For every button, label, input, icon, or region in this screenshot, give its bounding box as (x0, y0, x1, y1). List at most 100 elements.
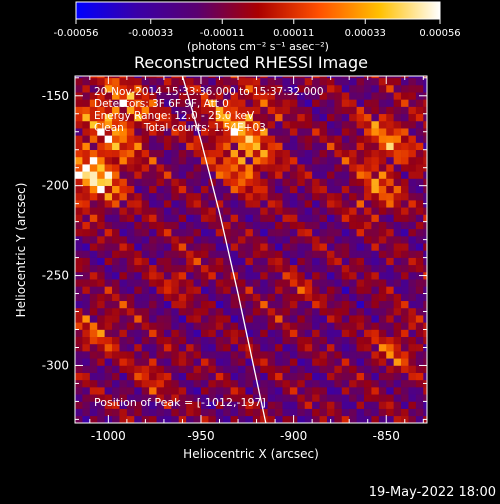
heatmap-cell (326, 279, 335, 287)
heatmap-cell (275, 207, 283, 215)
heatmap-cell (223, 221, 231, 230)
heatmap-cell (163, 178, 172, 186)
heatmap-cell (326, 149, 335, 158)
heatmap-cell (245, 192, 254, 201)
heatmap-cell (126, 307, 135, 316)
heatmap-cell (223, 164, 231, 172)
heatmap-cell (319, 322, 328, 330)
heatmap-cell (223, 99, 231, 107)
heatmap-cell (163, 128, 172, 136)
heatmap-cell (408, 207, 417, 215)
heatmap-cell (408, 135, 417, 143)
heatmap-cell (89, 365, 98, 373)
heatmap-cell (134, 106, 142, 115)
heatmap-cell (393, 128, 402, 136)
heatmap-cell (356, 329, 365, 337)
heatmap-cell (141, 358, 150, 366)
heatmap-cell (393, 236, 402, 244)
heatmap-cell (230, 293, 239, 302)
heatmap-cell (356, 336, 365, 345)
heatmap-cell (119, 128, 128, 136)
heatmap-cell (119, 293, 128, 302)
heatmap-cell (238, 207, 246, 215)
heatmap-cell (97, 128, 105, 136)
heatmap-cell (186, 77, 194, 86)
heatmap-cell (75, 365, 83, 373)
heatmap-cell (149, 358, 157, 366)
heatmap-cell (415, 307, 424, 316)
heatmap-cell (282, 415, 291, 423)
heatmap-cell (401, 358, 409, 366)
heatmap-cell (260, 372, 268, 381)
heatmap-cell (134, 264, 142, 273)
heatmap-cell (104, 207, 113, 215)
heatmap-cell (171, 257, 180, 266)
heatmap-cell (401, 178, 409, 186)
heatmap-cell (238, 415, 246, 423)
heatmap-cell (408, 343, 417, 352)
heatmap-cell (304, 279, 313, 287)
heatmap-cell (193, 264, 202, 273)
heatmap-cell (126, 185, 135, 194)
heatmap-cell (149, 84, 157, 93)
heatmap-cell (275, 77, 283, 86)
heatmap-cell (260, 120, 268, 129)
heatmap-cell (267, 178, 276, 186)
heatmap-cell (401, 207, 409, 215)
heatmap-cell (89, 142, 98, 151)
heatmap-cell (238, 329, 246, 337)
heatmap-cell (245, 300, 254, 309)
heatmap-cell (126, 135, 135, 143)
heatmap-cell (208, 236, 217, 244)
heatmap-cell (119, 207, 128, 215)
heatmap-cell (393, 322, 402, 330)
heatmap-cell (260, 77, 268, 86)
heatmap-cell (364, 106, 372, 115)
heatmap-cell (297, 236, 306, 244)
heatmap-cell (200, 192, 209, 201)
heatmap-cell (119, 401, 128, 409)
heatmap-cell (334, 200, 343, 208)
heatmap-cell (289, 214, 298, 222)
heatmap-cell (134, 307, 142, 316)
heatmap-cell (423, 365, 427, 373)
heatmap-cell (386, 236, 394, 244)
heatmap-cell (134, 135, 142, 143)
heatmap-cell (349, 415, 357, 423)
heatmap-cell (371, 329, 380, 337)
heatmap-cell (149, 156, 157, 165)
heatmap-cell (282, 336, 291, 345)
heatmap-cell (149, 243, 157, 251)
heatmap-cell (275, 156, 283, 165)
heatmap-cell (415, 372, 424, 381)
heatmap-cell (334, 149, 343, 158)
heatmap-cell (245, 387, 254, 395)
heatmap-cell (275, 84, 283, 93)
heatmap-cell (260, 415, 268, 423)
heatmap-cell (186, 171, 194, 179)
heatmap-cell (230, 128, 239, 136)
heatmap-cell (215, 221, 224, 230)
heatmap-cell (163, 185, 172, 194)
heatmap-cell (312, 156, 320, 165)
heatmap-cell (282, 315, 291, 323)
heatmap-cell (423, 113, 427, 122)
heatmap-cell (193, 322, 202, 330)
heatmap-cell (82, 307, 91, 316)
heatmap-cell (356, 415, 365, 423)
heatmap-cell (267, 120, 276, 129)
heatmap-cell (408, 84, 417, 93)
heatmap-cell (126, 200, 135, 208)
heatmap-cell (97, 84, 105, 93)
heatmap-cell (334, 322, 343, 330)
heatmap-cell (104, 214, 113, 222)
heatmap-cell (297, 408, 306, 417)
heatmap-cell (260, 128, 268, 136)
heatmap-cell (156, 185, 165, 194)
heatmap-cell (163, 279, 172, 287)
heatmap-cell (230, 307, 239, 316)
heatmap-cell (75, 192, 83, 201)
heatmap-cell (97, 207, 105, 215)
heatmap-cell (186, 228, 194, 237)
heatmap-cell (215, 307, 224, 316)
